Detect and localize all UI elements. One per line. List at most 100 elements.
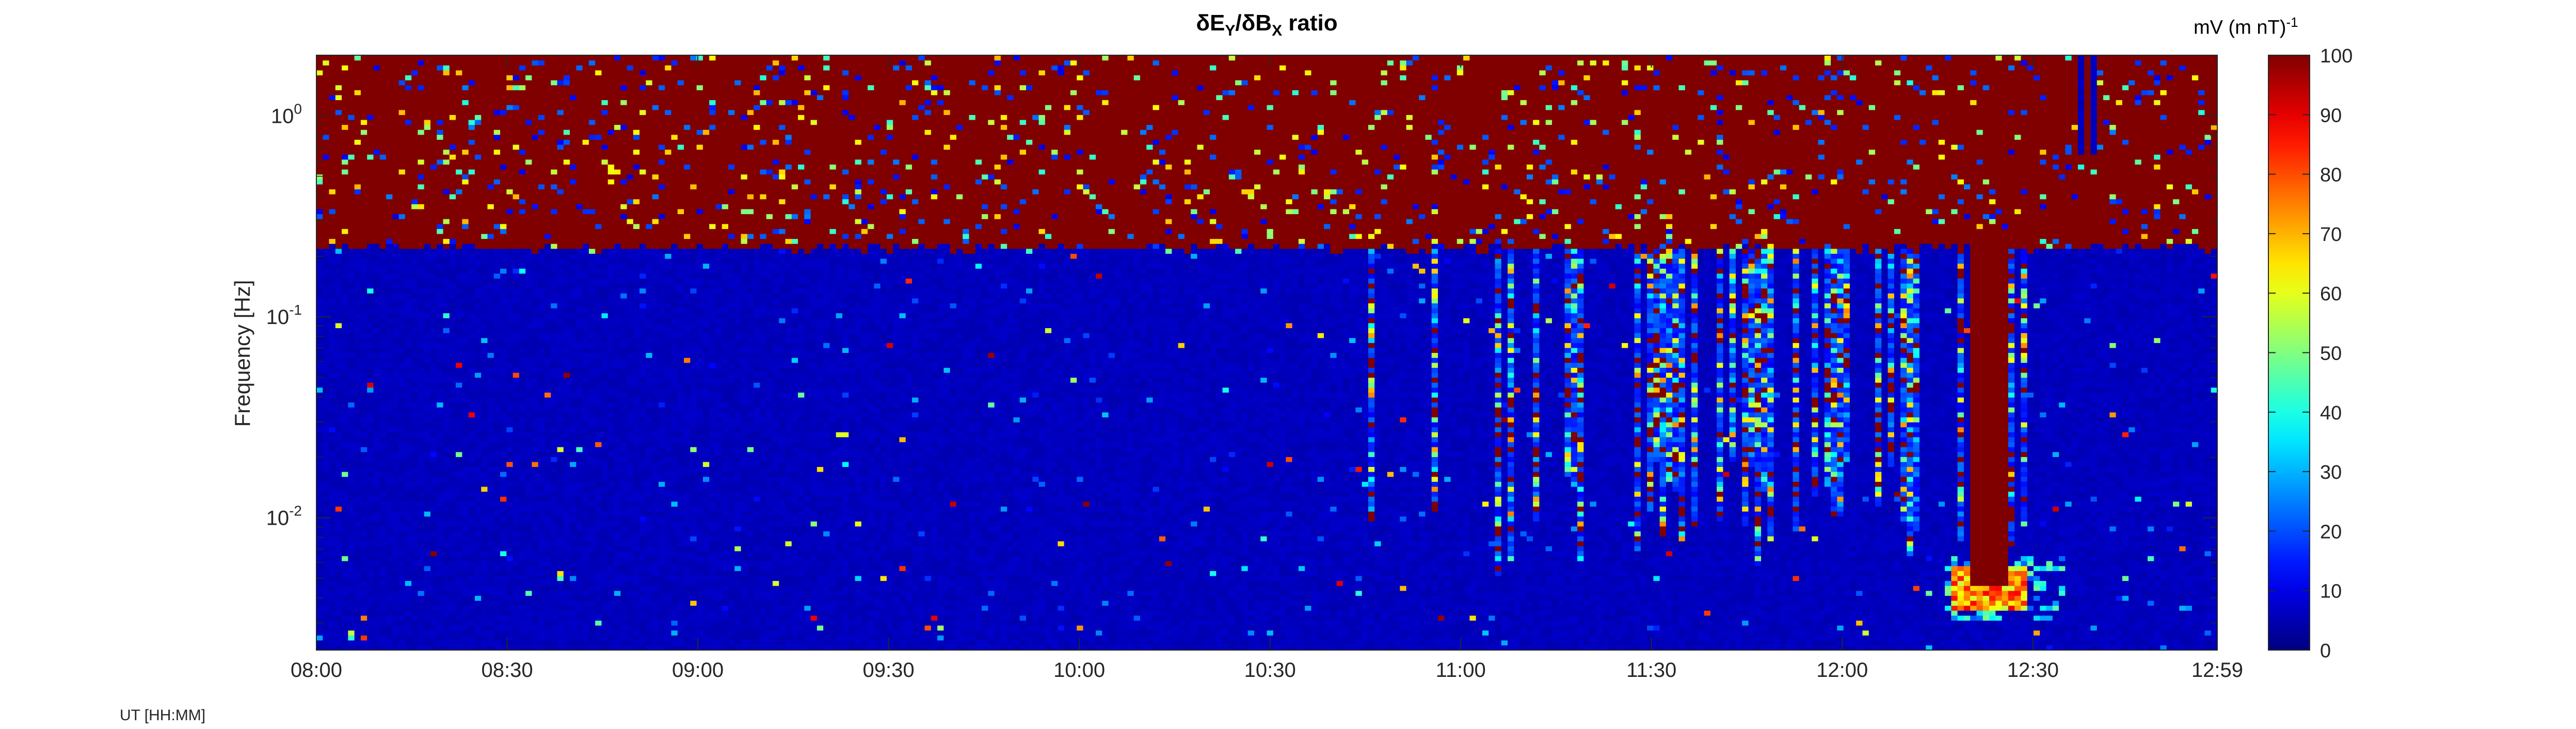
heatmap-cell — [545, 402, 551, 408]
heatmap-cell — [538, 580, 545, 586]
heatmap-cell — [405, 457, 412, 462]
heatmap-cell — [469, 610, 475, 615]
heatmap-cell — [430, 244, 437, 249]
heatmap-cell — [437, 318, 443, 323]
heatmap-cell — [316, 55, 323, 60]
heatmap-cell — [348, 120, 355, 125]
heatmap-cell — [506, 501, 513, 507]
heatmap-cell — [430, 367, 437, 372]
heatmap-cell — [392, 100, 399, 105]
heatmap-cell — [557, 516, 564, 522]
heatmap-cell — [469, 154, 475, 159]
heatmap-cell — [519, 417, 526, 422]
heatmap-cell — [462, 378, 469, 383]
heatmap-cell — [538, 120, 545, 125]
heatmap-cell — [323, 402, 329, 408]
heatmap-cell — [437, 397, 443, 402]
heatmap-cell — [386, 273, 393, 279]
heatmap-cell — [424, 65, 431, 70]
heatmap-cell — [475, 90, 482, 95]
heatmap-cell — [411, 303, 418, 308]
heatmap-cell — [513, 179, 520, 184]
heatmap-cell — [342, 348, 348, 353]
heatmap-cell — [519, 120, 526, 125]
heatmap-cell — [380, 244, 387, 249]
heatmap-cell — [570, 595, 577, 601]
heatmap-cell — [500, 432, 507, 437]
heatmap-cell — [367, 367, 374, 372]
heatmap-cell — [487, 224, 494, 229]
heatmap-cell — [551, 516, 557, 522]
heatmap-cell — [405, 551, 412, 556]
heatmap-cell — [450, 154, 456, 159]
heatmap-cell — [462, 234, 469, 239]
heatmap-cell — [475, 541, 482, 546]
heatmap-cell — [355, 313, 361, 318]
heatmap-cell — [430, 110, 437, 115]
heatmap-cell — [519, 551, 526, 556]
heatmap-cell — [335, 338, 342, 343]
heatmap-cell — [373, 244, 380, 249]
heatmap-cell — [513, 576, 520, 581]
heatmap-cell — [392, 164, 399, 169]
heatmap-cell — [424, 90, 431, 95]
heatmap-cell — [348, 566, 355, 571]
heatmap-cell — [380, 298, 387, 303]
heatmap-cell — [373, 457, 380, 462]
heatmap-cell — [532, 382, 538, 387]
heatmap-cell — [456, 179, 462, 184]
heatmap-cell — [342, 150, 348, 155]
heatmap-cell — [532, 551, 538, 556]
heatmap-cell — [557, 606, 564, 611]
heatmap-cell — [469, 477, 475, 482]
heatmap-cell — [494, 95, 501, 100]
heatmap-cell — [335, 125, 342, 130]
heatmap-cell — [386, 80, 393, 85]
heatmap-cell — [513, 125, 520, 130]
heatmap-cell — [355, 209, 361, 214]
heatmap-cell — [500, 606, 507, 611]
heatmap-cell — [513, 244, 520, 249]
heatmap-cell — [380, 526, 387, 531]
heatmap-cell — [418, 60, 424, 66]
heatmap-cell — [373, 343, 380, 348]
heatmap-cell — [361, 576, 367, 581]
heatmap-cell — [551, 234, 557, 239]
heatmap-cell — [424, 139, 431, 144]
heatmap-cell — [443, 566, 450, 571]
heatmap-cell — [475, 264, 482, 269]
heatmap-cell — [323, 392, 329, 397]
heatmap-cell — [386, 432, 393, 437]
heatmap-cell — [475, 268, 482, 273]
heatmap-cell — [316, 580, 323, 586]
heatmap-cell — [557, 595, 564, 601]
heatmap-cell — [538, 273, 545, 279]
heatmap-cell — [506, 249, 513, 254]
heatmap-cell — [519, 526, 526, 531]
heatmap-cell — [424, 601, 431, 606]
heatmap-cell — [564, 427, 570, 432]
heatmap-cell — [392, 328, 399, 333]
heatmap-cell — [487, 432, 494, 437]
heatmap-cell — [418, 610, 424, 615]
heatmap-cell — [380, 358, 387, 363]
heatmap-cell — [564, 75, 570, 80]
heatmap-cell — [475, 60, 482, 66]
heatmap-cell — [450, 214, 456, 219]
heatmap-cell — [475, 328, 482, 333]
heatmap-cell — [506, 283, 513, 288]
heatmap-cell — [424, 462, 431, 467]
heatmap-cell — [443, 333, 450, 338]
heatmap-cell — [538, 85, 545, 90]
heatmap-cell — [500, 353, 507, 358]
heatmap-cell — [437, 462, 443, 467]
heatmap-cell — [355, 566, 361, 571]
heatmap-cell — [361, 615, 367, 621]
heatmap-cell — [348, 595, 355, 601]
heatmap-cell — [443, 382, 450, 387]
heatmap-cell — [525, 531, 532, 536]
heatmap-cell — [392, 536, 399, 541]
heatmap-cell — [355, 397, 361, 402]
heatmap-cell — [557, 561, 564, 566]
heatmap-cell — [329, 586, 336, 591]
